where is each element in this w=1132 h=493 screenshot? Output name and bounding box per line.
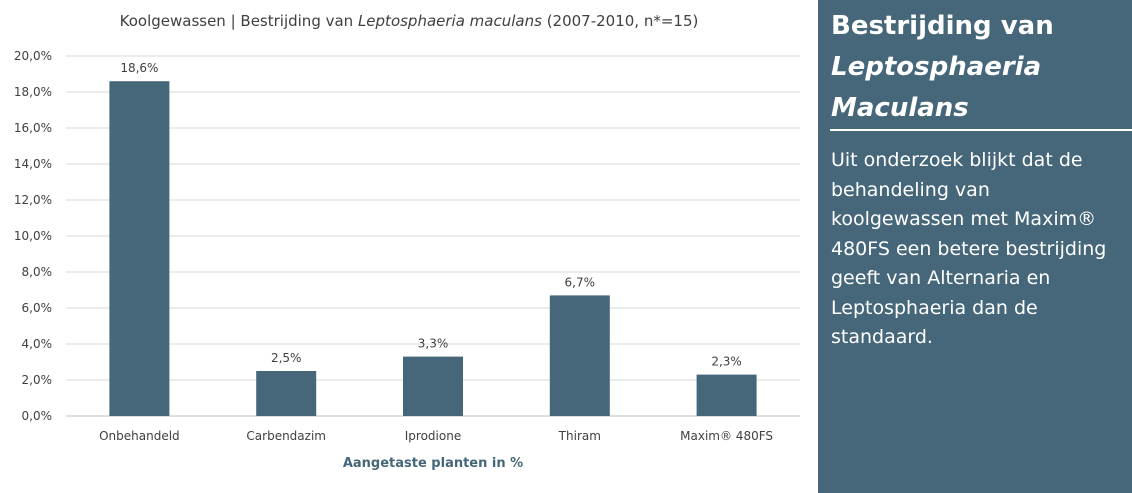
chart-title: Koolgewassen | Bestrijding van Leptospha… (0, 12, 818, 30)
x-tick-label: Iprodione (405, 429, 461, 443)
bar-chart: 0,0% 2,0% 4,0% 6,0% 8,0% 10,0% 12,0% 14,0% 16,0%… (14, 49, 800, 471)
chart-title-prefix: Koolgewassen | Bestrijding van (119, 12, 358, 30)
x-tick-label: Maxim® 480FS (680, 429, 773, 443)
panel-title-line2: Leptosphaeria (831, 52, 1042, 82)
y-tick-label: 14,0% (14, 157, 52, 171)
x-tick-label: Carbendazim (246, 429, 326, 443)
data-label: 3,3% (418, 337, 449, 351)
info-panel: Bestrijding van Leptosphaeria Maculans U… (818, 0, 1132, 493)
data-label: 2,3% (711, 355, 742, 369)
bar (109, 81, 170, 416)
panel-title: Bestrijding van Leptosphaeria Maculans (831, 6, 1121, 129)
x-tick-label: Thiram (558, 429, 601, 443)
data-label: 2,5% (271, 351, 302, 365)
bar (256, 371, 317, 416)
bar (403, 356, 463, 416)
y-tick-label: 20,0% (14, 49, 52, 63)
x-tick-label: Onbehandeld (99, 429, 180, 443)
data-label: 18,6% (120, 61, 158, 75)
chart-title-suffix: (2007-2010, n*=15) (541, 12, 699, 30)
panel-title-line1: Bestrijding van (831, 11, 1054, 41)
panel-title-line3: Maculans (831, 93, 969, 123)
y-tick-label: 0,0% (22, 409, 53, 423)
chart-area: Koolgewassen | Bestrijding van Leptospha… (0, 12, 818, 471)
y-tick-label: 8,0% (22, 265, 53, 279)
y-tick-label: 2,0% (22, 373, 53, 387)
chart-title-italic: Leptosphaeria maculans (357, 12, 542, 30)
y-tick-label: 16,0% (14, 121, 52, 135)
y-tick-label: 12,0% (14, 193, 52, 207)
y-tick-label: 18,0% (14, 85, 52, 99)
y-tick-label: 6,0% (22, 301, 53, 315)
x-axis-title: Aangetaste planten in % (343, 456, 523, 471)
y-tick-label: 4,0% (22, 337, 53, 351)
panel-body-text: Uit onderzoek blijkt dat de behandeling … (831, 149, 1107, 348)
panel-divider (830, 129, 1132, 131)
y-tick-label: 10,0% (14, 229, 52, 243)
bar (549, 295, 610, 416)
bar (696, 374, 757, 416)
data-label: 6,7% (565, 275, 596, 289)
